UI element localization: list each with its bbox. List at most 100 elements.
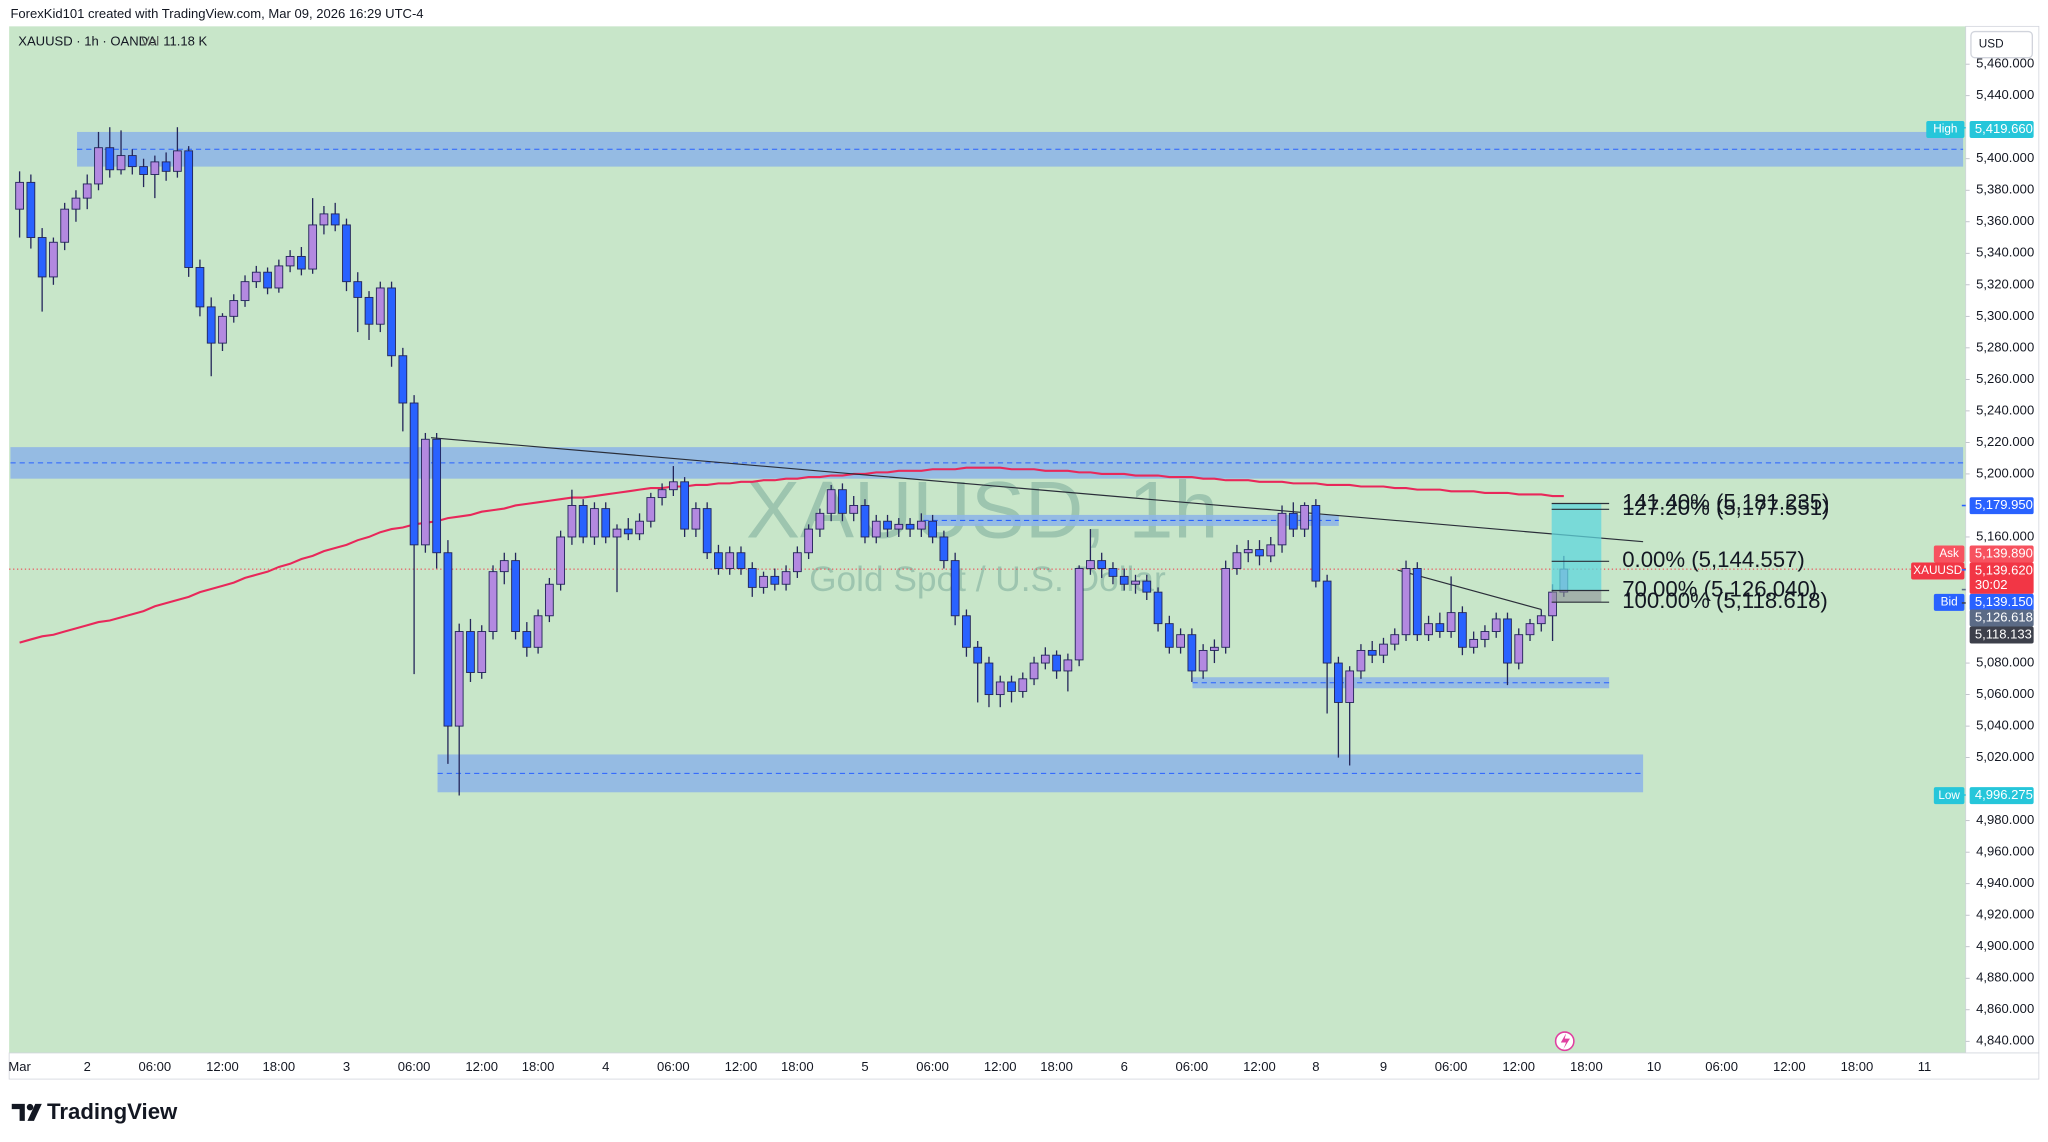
price-badge-label: 5,139.150	[1975, 594, 2033, 609]
events-icon-bolt	[1560, 1033, 1570, 1050]
candle-body	[804, 528, 813, 554]
price-tag-label: Low	[1938, 789, 1960, 802]
candle-body	[1052, 654, 1061, 672]
x-tick-label: 12:00	[1773, 1059, 1806, 1074]
candle-body	[1469, 638, 1479, 648]
candle-body	[691, 508, 701, 530]
x-tick-label: 6	[1121, 1059, 1128, 1074]
price-badge-label: 5,126.618	[1975, 609, 2033, 624]
y-tick-label: 5,320.000	[1976, 276, 2034, 291]
candle-body	[781, 571, 791, 585]
candle-body	[37, 237, 47, 278]
price-badge-label: 5,139.890	[1975, 545, 2033, 560]
candle-body	[1086, 560, 1095, 569]
x-tick-label: 12:00	[465, 1059, 498, 1074]
candle-body	[578, 504, 588, 538]
candle-body	[759, 575, 768, 588]
price-tag-label: XAUUSD	[1913, 564, 1962, 577]
candle-body	[1536, 615, 1546, 625]
price-tag	[1911, 562, 1965, 580]
candle-body	[127, 155, 137, 168]
brand-logo: TradingView	[11, 1099, 178, 1124]
price-badge	[1969, 545, 2034, 563]
candle-body	[1074, 568, 1084, 661]
candle-body	[432, 438, 442, 554]
candle-body	[364, 296, 374, 325]
candle-body	[871, 520, 881, 538]
price-badge	[1969, 626, 2034, 644]
price-tag	[1926, 121, 1965, 139]
candle-body	[1187, 634, 1197, 672]
currency[interactable]: USD	[1979, 38, 2004, 51]
candle-body	[962, 615, 971, 648]
price-tag	[1933, 593, 1965, 611]
x-tick-label: 18:00	[1040, 1059, 1073, 1074]
candle-body	[15, 181, 24, 210]
y-tick-label: 4,920.000	[1976, 907, 2034, 922]
price-badge-label: 5,419.660	[1975, 121, 2033, 136]
candle-body	[984, 662, 994, 696]
candle-body	[454, 631, 464, 727]
y-tick-label: 4,980.000	[1976, 812, 2034, 827]
candle-body	[1480, 631, 1490, 640]
candle-body	[60, 208, 70, 243]
candle-body	[218, 315, 227, 344]
candle-body	[1356, 649, 1366, 672]
candle-body	[499, 560, 509, 573]
candle-body	[860, 504, 870, 538]
x-tick-label: 18:00	[1841, 1059, 1874, 1074]
candle-body	[522, 631, 532, 648]
candle-body	[82, 183, 92, 199]
candle-body	[263, 271, 272, 289]
candle-body	[736, 552, 746, 569]
candle-body	[1063, 659, 1073, 672]
y-tick-label: 5,300.000	[1976, 308, 2034, 323]
candle-body	[1424, 623, 1433, 636]
candle-body	[1243, 549, 1253, 554]
x-tick-label: 06:00	[1435, 1059, 1468, 1074]
candle-body	[274, 265, 284, 289]
candle-body	[849, 504, 859, 514]
x-tick-label: 12:00	[984, 1059, 1017, 1074]
candle-body	[1164, 623, 1174, 648]
x-tick-label: 12:00	[1502, 1059, 1535, 1074]
candle-body	[139, 166, 148, 175]
y-tick-label: 4,840.000	[1976, 1033, 2034, 1048]
candle-body	[1288, 512, 1298, 530]
candle-body	[635, 520, 644, 535]
candle-body	[702, 508, 712, 554]
volume-value: 11.18 K	[163, 33, 207, 48]
candle-body	[1446, 612, 1456, 632]
x-tick-label: 06:00	[916, 1059, 949, 1074]
candle-body	[838, 489, 847, 514]
candle-body	[1232, 552, 1242, 569]
price-tag-label: Ask	[1939, 547, 1959, 560]
price-tag	[1933, 787, 1965, 805]
candle-body	[285, 255, 295, 267]
zone	[1192, 677, 1610, 689]
y-tick-label: 4,940.000	[1976, 875, 2034, 890]
candle-body	[1142, 580, 1152, 593]
candle-body	[71, 197, 81, 210]
x-tick-label: 9	[1380, 1059, 1387, 1074]
candle-body	[646, 497, 656, 522]
x-tick-label: 18:00	[263, 1059, 296, 1074]
price-tag-label: High	[1933, 123, 1957, 136]
candle-body	[1458, 612, 1467, 648]
volume-label: Vol	[141, 33, 159, 48]
x-tick-label: 06:00	[1176, 1059, 1209, 1074]
candle-body	[488, 571, 498, 632]
y-tick-label: 4,900.000	[1976, 938, 2034, 953]
price-badge	[1969, 593, 2034, 611]
y-tick-label: 5,440.000	[1976, 87, 2034, 102]
candle-body	[105, 147, 115, 171]
candle-body	[319, 213, 329, 226]
candle-body	[1153, 591, 1163, 625]
x-tick-label: 18:00	[522, 1059, 555, 1074]
candle-body	[1277, 512, 1287, 546]
y-tick-label: 4,960.000	[1976, 844, 2034, 859]
candle-body	[1119, 575, 1129, 585]
candle-body	[1007, 681, 1016, 692]
currency-box[interactable]	[1970, 30, 2033, 59]
